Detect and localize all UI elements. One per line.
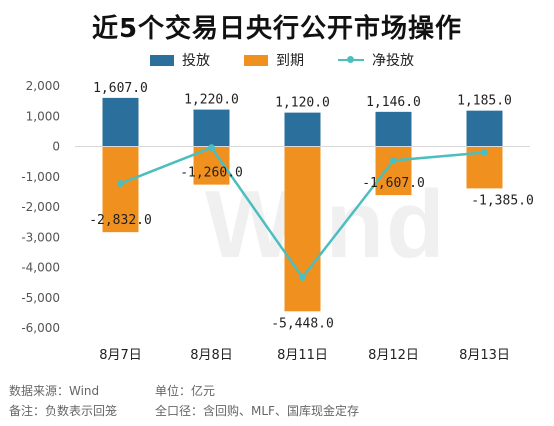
bar-series2 — [375, 146, 412, 196]
y-tick-label: 0 — [52, 140, 60, 154]
x-tick-label: 8月12日 — [368, 348, 419, 363]
legend-item-series2: 到期 — [244, 50, 304, 70]
bar-series1 — [375, 111, 412, 147]
net-point — [299, 273, 306, 281]
legend-swatch-series3 — [338, 54, 364, 66]
legend-swatch-series1 — [150, 54, 174, 66]
data-label-series2: -5,448.0 — [271, 316, 334, 331]
footer-note: 备注：负数表示回笼 — [9, 404, 118, 418]
y-tick-label: -4,000 — [21, 261, 60, 275]
data-label-series1: 1,185.0 — [457, 94, 512, 109]
legend-swatch-series2 — [244, 54, 268, 66]
y-tick-label: 1,000 — [26, 109, 60, 123]
net-point — [117, 180, 124, 188]
y-tick-label: -6,000 — [21, 321, 60, 335]
data-label-series2: -2,832.0 — [89, 213, 152, 228]
legend-item-series1: 投放 — [150, 50, 210, 70]
data-label-series1: 1,607.0 — [93, 81, 148, 96]
chart-title: 近5个交易日央行公开市场操作 — [91, 14, 463, 44]
bar-series2 — [102, 146, 139, 233]
legend-item-series3: 净投放 — [338, 50, 414, 70]
data-label-series2: -1,385.0 — [471, 193, 534, 208]
net-point — [390, 156, 397, 164]
y-tick-label: -2,000 — [21, 200, 60, 214]
net-point — [481, 149, 488, 157]
data-label-series2: -1,260.0 — [180, 166, 243, 181]
footer-unit: 单位：亿元 — [155, 384, 216, 398]
legend-label-series1: 投放 — [182, 53, 210, 69]
x-tick-label: 8月13日 — [459, 348, 510, 363]
data-label-series2: -1,607.0 — [362, 176, 425, 191]
footer-source: 数据来源：Wind — [9, 384, 100, 398]
data-label-series1: 1,146.0 — [366, 95, 421, 110]
legend-label-series3: 净投放 — [372, 53, 414, 69]
y-tick-label: -3,000 — [21, 230, 60, 244]
bar-series1 — [102, 97, 139, 147]
y-tick-label: 2,000 — [26, 79, 60, 93]
bar-series2 — [284, 146, 321, 312]
data-label-series1: 1,220.0 — [184, 93, 239, 108]
bar-series1 — [466, 110, 503, 147]
y-tick-label: -1,000 — [21, 170, 60, 184]
legend: 投放 到期 净投放 — [150, 50, 448, 70]
x-tick-label: 8月11日 — [277, 348, 328, 363]
bar-series1 — [284, 112, 321, 147]
bar-series1 — [193, 109, 230, 147]
data-label-series1: 1,120.0 — [275, 96, 330, 111]
footer-scope: 全口径：含回购、MLF、国库现金定存 — [155, 404, 359, 418]
x-tick-label: 8月7日 — [99, 348, 142, 363]
y-tick-label: -5,000 — [21, 291, 60, 305]
net-point — [208, 144, 215, 152]
legend-label-series2: 到期 — [276, 53, 304, 69]
x-tick-label: 8月8日 — [190, 348, 233, 363]
